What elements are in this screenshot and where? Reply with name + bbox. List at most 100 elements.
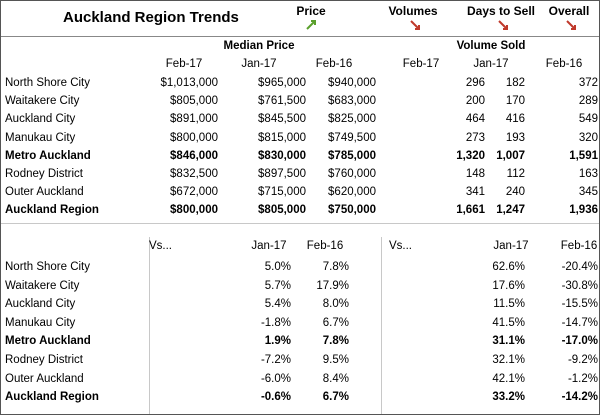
cell: 296 — [465, 77, 485, 89]
cell: 1,661 — [456, 204, 485, 217]
cell: $825,000 — [328, 113, 376, 126]
cell: 17.9% — [316, 279, 349, 292]
cell: -7.2% — [260, 354, 291, 366]
cell: 32.1% — [492, 354, 525, 366]
cell: 1,007 — [496, 149, 525, 162]
cell: 62.6% — [492, 261, 525, 273]
cell: $846,000 — [170, 149, 218, 162]
group-header: Volume Sold — [456, 40, 526, 52]
header-border — [1, 36, 599, 37]
cell: 6.7% — [322, 316, 349, 329]
cell: 182 — [505, 77, 525, 89]
cell: 148 — [465, 168, 485, 180]
cell: -20.4% — [561, 261, 598, 273]
cell: 240 — [505, 186, 525, 199]
row-label: Manukau City — [5, 316, 76, 329]
indicator: Price — [296, 4, 326, 18]
cell: $832,500 — [170, 168, 218, 180]
row-label: Rodney District — [5, 168, 83, 180]
column-header: Feb-16 — [306, 240, 344, 252]
row-label: Metro Auckland — [5, 335, 91, 348]
cell: -1.2% — [567, 372, 598, 385]
cell: 33.2% — [492, 391, 525, 404]
column-border — [149, 237, 150, 414]
row-label: Outer Auckland — [5, 186, 84, 199]
cell: $800,000 — [170, 204, 218, 217]
row-label: Waitakere City — [5, 95, 80, 108]
cell: $965,000 — [258, 77, 306, 89]
cell: 8.0% — [322, 298, 349, 311]
cell: 112 — [506, 168, 525, 180]
cell: 7.8% — [322, 261, 349, 273]
cell: $940,000 — [328, 77, 376, 89]
column-header: Feb-16 — [315, 58, 353, 70]
cell: 7.8% — [322, 335, 349, 348]
cell: -0.6% — [260, 391, 291, 404]
cell: $805,000 — [258, 204, 306, 217]
cell: 5.7% — [264, 279, 291, 292]
row-label: Auckland Region — [5, 391, 99, 404]
cell: $805,000 — [170, 95, 218, 108]
row-label: Auckland Region — [5, 204, 99, 217]
cell: $749,500 — [328, 131, 376, 144]
cell: -30.8% — [561, 279, 598, 292]
cell: $750,000 — [328, 204, 376, 217]
cell: $830,000 — [258, 149, 306, 162]
cell: 1,936 — [569, 204, 598, 217]
cell: 31.1% — [492, 335, 525, 348]
cell: $761,500 — [258, 95, 306, 108]
cell: -15.5% — [561, 298, 598, 311]
cell: $785,000 — [328, 149, 376, 162]
cell: -17.0% — [561, 335, 598, 348]
column-header: Feb-17 — [165, 58, 203, 70]
group-header: Median Price — [223, 40, 295, 52]
cell: 345 — [578, 186, 598, 199]
indicator: Volumes — [388, 4, 438, 18]
column-header: Feb-16 — [545, 58, 583, 70]
cell: 273 — [465, 131, 485, 144]
cell: 1.9% — [264, 335, 291, 348]
cell: 8.4% — [322, 372, 349, 385]
column-header: Jan-17 — [473, 58, 509, 70]
row-label: Rodney District — [5, 354, 83, 366]
cell: 372 — [578, 77, 598, 89]
cell: -6.0% — [260, 372, 291, 385]
cell: $672,000 — [170, 186, 218, 199]
cell: 193 — [505, 131, 525, 144]
column-header: Feb-16 — [560, 240, 598, 252]
cell: -1.8% — [260, 316, 291, 329]
cell: 42.1% — [492, 372, 525, 385]
cell: 41.5% — [492, 316, 525, 329]
indicator: Overall — [548, 4, 590, 18]
cell: $897,500 — [258, 168, 306, 180]
arrows — [306, 20, 576, 30]
cell: $815,000 — [258, 131, 306, 144]
column-header: Jan-17 — [251, 240, 287, 252]
cell: 1,320 — [456, 149, 485, 162]
cell: 341 — [465, 186, 485, 199]
cell: 416 — [505, 113, 525, 126]
row-label: Waitakere City — [5, 279, 80, 292]
cell: 5.4% — [264, 298, 291, 311]
column-header: Vs... — [389, 240, 413, 252]
row-label: Manukau City — [5, 131, 76, 144]
cell: 1,591 — [569, 149, 598, 162]
cell: 200 — [465, 95, 485, 108]
cell: 163 — [578, 168, 598, 180]
cell: 1,247 — [496, 204, 525, 217]
cell: 320 — [578, 131, 598, 144]
column-header: Vs... — [149, 240, 173, 252]
row-label: North Shore City — [5, 261, 91, 273]
cell: 549 — [578, 113, 598, 126]
cell: $845,500 — [258, 113, 306, 126]
cell: $620,000 — [328, 186, 376, 199]
cell: 9.5% — [322, 354, 349, 366]
cell: 6.7% — [322, 391, 349, 404]
cell: $1,013,000 — [160, 77, 218, 89]
cell: $760,000 — [328, 168, 376, 180]
row-label: Outer Auckland — [5, 372, 84, 385]
cell: 464 — [465, 113, 485, 126]
title: Auckland Region Trends — [63, 9, 239, 26]
cell: -14.7% — [561, 316, 598, 329]
